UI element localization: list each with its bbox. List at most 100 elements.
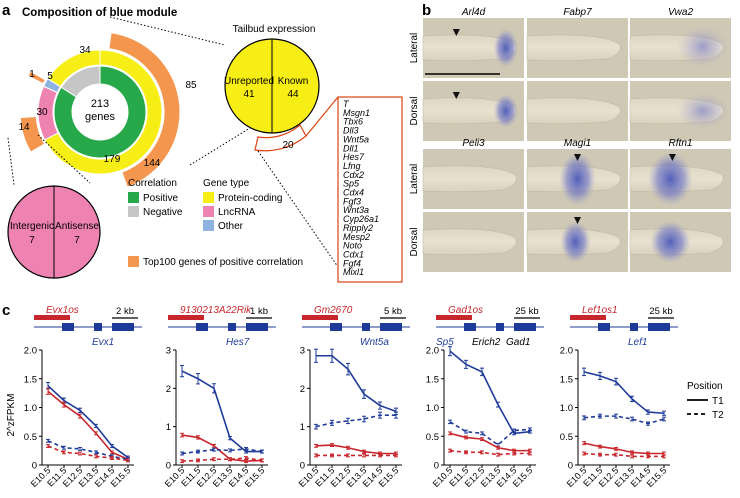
donut-center-unit: genes xyxy=(85,111,115,123)
ish-gene-1-2: Rftn1 xyxy=(669,138,693,149)
series-3-coding-T1 xyxy=(449,350,531,435)
ish-tissue-0-1 xyxy=(526,34,621,62)
y-tick-label-0-2: 1.0 xyxy=(24,403,37,414)
tailbud-gene-9: Sp5 xyxy=(343,179,360,189)
y-tick-label-3-2: 1.0 xyxy=(426,403,439,414)
scale-label-0: 2 kb xyxy=(116,306,134,317)
legend-lncrna: LncRNA xyxy=(218,207,256,218)
tailbud-gene-1: Msgn1 xyxy=(343,108,370,118)
lnc-gene-model-0 xyxy=(34,315,70,320)
tailbud-title: Tailbud expression xyxy=(233,24,316,35)
connector-lnc-right xyxy=(37,134,91,184)
ish-row-label-3: Dorsal xyxy=(409,228,420,257)
scale-label-4: 25 kb xyxy=(649,306,672,317)
ish-tissue-1-1 xyxy=(526,97,621,125)
series-3-coding-T2 xyxy=(449,421,531,446)
tailbud-gene-4: Wnt5a xyxy=(343,134,369,144)
ish-gene-1-0: Peli3 xyxy=(462,138,485,149)
coding-exon-a-3 xyxy=(464,323,476,331)
tailbud-known-arc xyxy=(254,124,307,152)
legend-top100: Top100 genes of positive correlation xyxy=(143,257,303,268)
tailbud-gene-17: Cdx1 xyxy=(343,249,364,259)
arc-connector-top xyxy=(305,96,339,137)
top100-slice-1 xyxy=(28,72,45,83)
connector-top xyxy=(109,16,226,46)
ish-arrowhead-2-2 xyxy=(668,154,676,161)
tailbud-gene-3: Dll3 xyxy=(343,126,359,136)
legend-gene-type-title: Gene type xyxy=(203,178,250,189)
legend-positive: Positive xyxy=(143,193,178,204)
label-negative: 34 xyxy=(79,45,91,56)
legend-protein-swatch xyxy=(203,192,214,203)
ish-stain-1-2-0 xyxy=(677,93,728,129)
coding-exon-a-1 xyxy=(196,323,208,331)
tailbud-gene-7: Lfng xyxy=(343,161,361,171)
legend-protein: Protein-coding xyxy=(218,193,282,204)
ish-stain-3-1-0 xyxy=(560,221,591,263)
tailbud-known-value: 44 xyxy=(287,89,299,100)
tailbud-gene-6: Hes7 xyxy=(343,152,365,162)
series-1-coding-T1 xyxy=(181,370,262,453)
ish-stain-0-2-0 xyxy=(677,25,728,68)
y-axis-label: 2^zFPKM xyxy=(6,393,17,436)
y-tick-label-2-2: 2 xyxy=(300,384,305,395)
coding-exon-a-2 xyxy=(330,323,342,331)
label-other: 5 xyxy=(47,71,53,82)
ish-gene-0-0: Arl4d xyxy=(461,7,486,18)
ish-row-label-2: Lateral xyxy=(409,164,420,195)
panel-c-letter: c xyxy=(2,302,10,319)
label-top100-85: 85 xyxy=(185,80,197,91)
ish-stain-0-0-0 xyxy=(493,28,518,68)
y-tick-label-4-1: 0.5 xyxy=(560,432,573,443)
y-tick-label-2-1: 1 xyxy=(300,422,305,433)
y-tick-label-1-2: 2 xyxy=(166,384,171,395)
legend-other: Other xyxy=(218,221,244,232)
y-tick-label-1-3: 3 xyxy=(166,346,171,357)
series-1-lnc-T2 xyxy=(181,457,263,462)
lnc-gene-model-2 xyxy=(302,315,338,320)
panel-b: b Lateral Arl4d Fabp7 Vwa2 Dorsal Lateral Peli… xyxy=(409,2,731,272)
series-4-lnc-T1 xyxy=(583,442,664,455)
connector-lnc-left xyxy=(7,137,15,186)
scale-label-2: 5 kb xyxy=(384,306,402,317)
coding-exon-c-3 xyxy=(514,323,536,331)
series-0-coding-T1 xyxy=(47,385,129,459)
scale-label-1: 1 kb xyxy=(250,306,268,317)
label-top100-14: 14 xyxy=(18,122,30,133)
donut-title: Composition of blue module xyxy=(22,7,177,19)
ish-tissue-2-0 xyxy=(422,165,517,193)
series-0-lnc-T1 xyxy=(47,390,129,460)
type-slice-protein xyxy=(43,49,163,175)
legend-negative-swatch xyxy=(128,206,139,217)
coding-exon-b-0 xyxy=(94,323,102,331)
tailbud-gene-18: Fgf4 xyxy=(343,258,361,268)
tailbud-known-label: Known xyxy=(278,76,309,87)
tailbud-gene-5: Dll1 xyxy=(343,143,359,153)
y-tick-label-0-4: 2.0 xyxy=(24,346,37,357)
series-4-lnc-T2 xyxy=(583,452,664,458)
top100-slice-85 xyxy=(108,32,181,188)
lnc-name-4: Lef1os1 xyxy=(582,305,618,316)
tailbud-gene-13: Cyp26a1 xyxy=(343,214,379,224)
series-2-coding-T1 xyxy=(316,354,397,413)
series-2-coding-T2 xyxy=(315,414,396,428)
lnc-name-1: 9130213A22Rik xyxy=(180,305,252,316)
tailbud-gene-11: Fgf3 xyxy=(343,196,361,206)
label-protein: 144 xyxy=(144,158,161,169)
series-3-lnc-T1 xyxy=(449,432,530,452)
coding-name-4: Lef1 xyxy=(628,337,647,348)
legend-a: Correlation Positive Negative Gene type … xyxy=(128,178,303,268)
scale-label-3: 25 kb xyxy=(515,306,538,317)
series-0-coding-T2 xyxy=(47,440,129,461)
series-4-coding-T2 xyxy=(583,415,665,425)
legend-other-swatch xyxy=(203,220,214,231)
y-tick-label-4-0: 0 xyxy=(568,461,573,472)
lnc-gene-model-4 xyxy=(570,315,606,320)
panel-b-letter: b xyxy=(422,2,431,19)
ish-gene-0-1: Fabp7 xyxy=(563,7,592,18)
lncrna-left-label: Intergenic xyxy=(10,221,54,232)
